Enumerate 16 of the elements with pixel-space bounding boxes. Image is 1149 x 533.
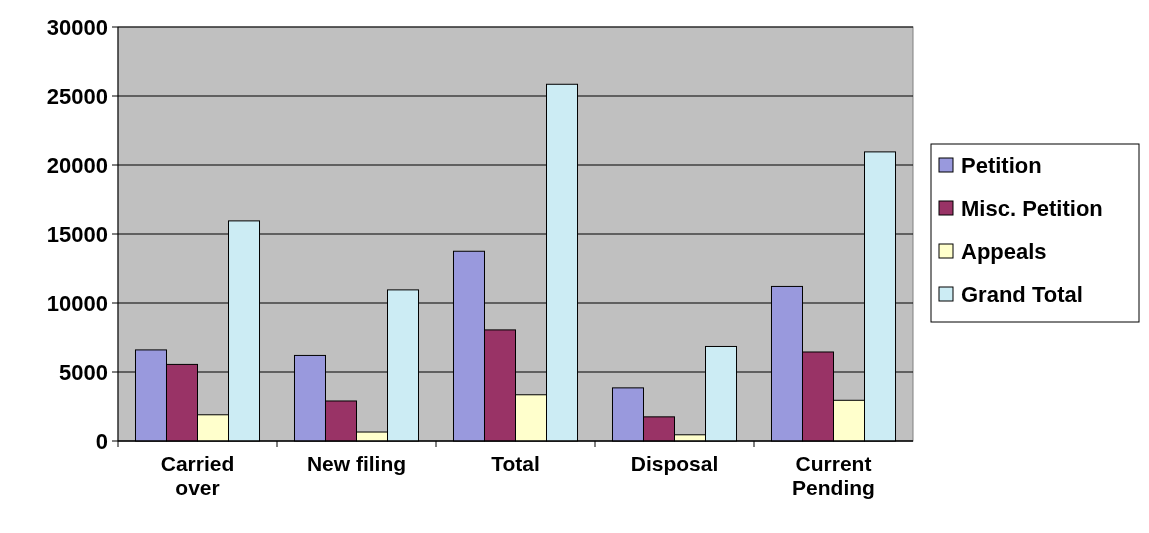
y-tick-label: 5000 [59, 359, 108, 385]
y-tick-label: 15000 [46, 221, 108, 247]
legend-label: Misc. Petition [961, 195, 1103, 221]
legend-label: Petition [961, 152, 1042, 178]
y-tick-label: 25000 [46, 83, 108, 109]
x-tick-label: Carried over [160, 452, 235, 499]
y-tick-label: 20000 [46, 152, 108, 178]
legend-label: Appeals [961, 238, 1047, 264]
x-tick-label: Total [491, 452, 540, 475]
x-tick-label: Disposal [630, 452, 719, 475]
y-tick-label: 30000 [46, 14, 108, 40]
x-tick-label: New filing [306, 452, 407, 475]
y-tick-label: 0 [95, 428, 108, 454]
legend-label: Grand Total [961, 281, 1083, 307]
y-tick-label: 10000 [46, 290, 108, 316]
x-tick-label: Current Pending [792, 452, 875, 499]
